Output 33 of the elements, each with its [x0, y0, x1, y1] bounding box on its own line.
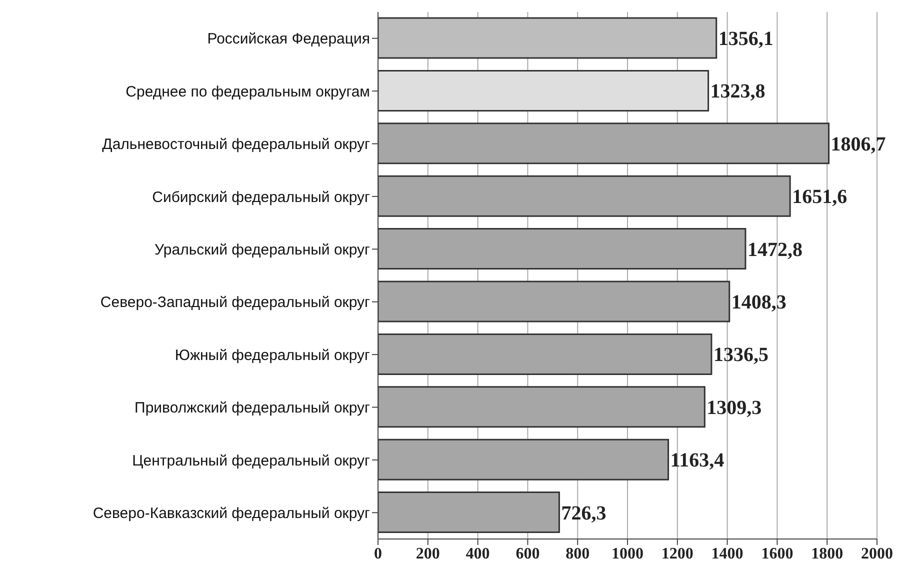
y-tick-label: Среднее по федеральным округам: [126, 83, 370, 100]
x-tick-label: 200: [416, 545, 440, 562]
y-tick-label: Дальневосточный федеральный округ: [102, 136, 371, 154]
x-tick-label: 0: [374, 545, 382, 562]
x-tick-label: 600: [516, 545, 540, 562]
bar: [378, 17, 718, 59]
x-tick-label: 1400: [711, 545, 744, 562]
y-tick-label: Северо-Западный федеральный округ: [100, 294, 371, 312]
data-label: 1336,5: [713, 344, 768, 366]
y-tick-label: Сибирский федеральный округ: [152, 188, 371, 206]
bar: [378, 70, 710, 112]
data-label: 726,3: [561, 502, 606, 524]
x-tick-label: 2000: [861, 545, 893, 562]
data-label: 1472,8: [747, 238, 802, 261]
x-tick-label: 1800: [811, 545, 844, 562]
data-label: 1408,3: [731, 292, 786, 314]
data-label: 1806,7: [830, 133, 886, 156]
x-tick-label: 1200: [661, 545, 694, 562]
y-tick-label: Российская Федерация: [207, 30, 370, 48]
y-tick-label: Приволжский федеральный округ: [134, 400, 371, 417]
data-label: 1323,8: [710, 80, 766, 103]
data-label: 1163,4: [670, 450, 724, 472]
data-label: 1356,1: [718, 28, 774, 50]
x-tick-label: 800: [566, 545, 590, 562]
y-tick-label: Уральский федеральный округ: [154, 241, 371, 258]
y-tick-label: Центральный федеральный округ: [132, 452, 371, 470]
x-tick-label: 1000: [612, 545, 644, 562]
y-tick-label: Северо-Кавказский федеральный округ: [92, 504, 371, 522]
x-tick-label: 400: [466, 545, 490, 562]
y-tick-label: Южный федеральный округ: [174, 346, 371, 364]
data-label: 1651,6: [792, 186, 848, 208]
x-tick-label: 1600: [761, 545, 794, 562]
data-label: 1309,3: [706, 396, 762, 419]
